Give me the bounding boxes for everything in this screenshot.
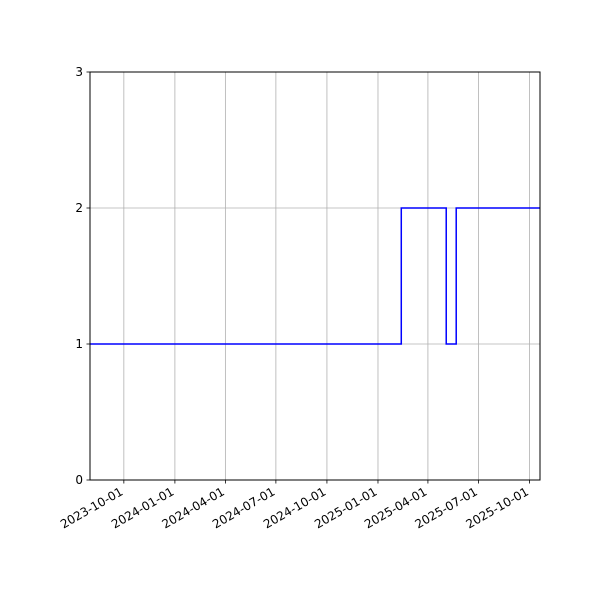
- y-tick-label: 0: [75, 473, 83, 487]
- series-layer: [90, 207, 540, 345]
- y-tick-label: 1: [75, 337, 83, 351]
- y-tick-label: 3: [75, 65, 83, 79]
- y-tick-label: 2: [75, 201, 83, 215]
- plot-frame: [89, 71, 541, 481]
- series-line-0: [90, 207, 540, 345]
